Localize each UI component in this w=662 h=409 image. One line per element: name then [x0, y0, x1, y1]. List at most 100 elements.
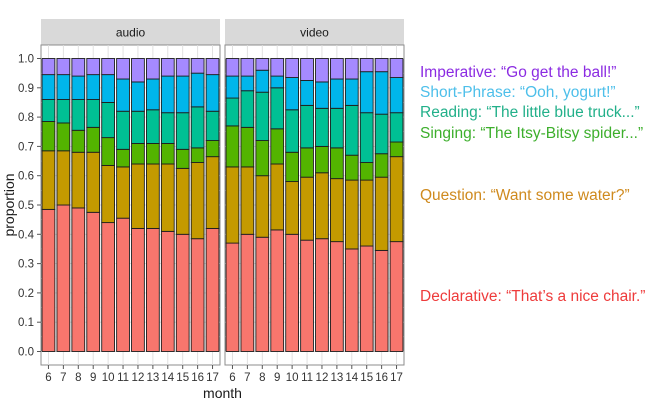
x-tick-label: 17 — [206, 372, 219, 384]
bar-segment — [344, 248, 359, 352]
bar-segment — [300, 176, 314, 241]
bar-segment — [71, 58, 86, 77]
bar-segment — [71, 207, 86, 352]
bar-segment — [374, 249, 389, 352]
x-tick-label: 9 — [274, 372, 280, 384]
legend-declarative: Declarative: “That’s a nice chair.” — [420, 288, 646, 305]
x-tick-label: 15 — [360, 372, 373, 384]
bar-segment — [285, 181, 299, 235]
y-tick-label: 0.9 — [18, 83, 34, 95]
bar-segment — [255, 91, 270, 141]
bar-segment — [359, 58, 374, 73]
bar-segment — [160, 163, 175, 232]
bar-segment — [255, 69, 270, 93]
y-tick-label: 1.0 — [18, 54, 34, 66]
bar-segment — [71, 151, 86, 209]
x-tick-label: 10 — [286, 372, 299, 384]
bar-segment — [131, 227, 145, 352]
bar-segment — [160, 58, 175, 77]
bar-segment — [270, 75, 285, 89]
bar-segment — [225, 75, 240, 99]
bar-segment — [131, 143, 145, 165]
bar-segment — [315, 58, 329, 83]
bar-segment — [175, 167, 190, 235]
x-tick-label: 6 — [229, 372, 235, 384]
x-tick-label: 15 — [176, 372, 189, 384]
bar-segment — [389, 141, 404, 158]
bar-segment — [374, 113, 389, 155]
bar-segment — [116, 78, 130, 112]
bar-segment — [86, 58, 101, 76]
bar-segment — [190, 238, 205, 352]
bar-segment — [160, 112, 175, 144]
bar-segment — [270, 87, 285, 130]
bar-segment — [374, 176, 389, 251]
bar-segment — [300, 80, 314, 106]
bar-segment — [101, 74, 115, 103]
bar-segment — [285, 58, 299, 78]
bar-segment — [175, 75, 190, 114]
x-tick-label: 16 — [191, 372, 204, 384]
bar-segment — [344, 154, 359, 181]
bar-segment — [190, 106, 205, 149]
bar-segment — [101, 101, 115, 139]
bar-segment — [131, 81, 145, 112]
bar-segment — [146, 227, 160, 352]
bar-segment — [175, 112, 190, 150]
bar-segment — [146, 109, 160, 144]
bar-segment — [389, 112, 404, 143]
bar-segment — [240, 166, 255, 235]
x-tick-label: 11 — [117, 372, 129, 384]
bar-segment — [146, 143, 160, 165]
bar-segment — [225, 242, 240, 352]
y-tick-label: 0.4 — [18, 229, 35, 241]
bar-segment — [359, 245, 374, 352]
x-tick-label: 8 — [259, 372, 265, 384]
x-tick-label: 13 — [146, 372, 159, 384]
bar-segment — [359, 71, 374, 114]
x-tick-label: 7 — [60, 372, 66, 384]
bar-segment — [359, 112, 374, 163]
x-tick-label: 8 — [75, 372, 81, 384]
bar-segment — [205, 58, 220, 76]
bar-segment — [71, 99, 86, 131]
bar-segment — [285, 77, 299, 111]
bar-segment — [255, 236, 270, 352]
bar-segment — [86, 74, 101, 100]
bar-segment — [56, 150, 71, 206]
panel-strip-label: video — [300, 26, 329, 40]
bar-segment — [41, 74, 56, 100]
bar-segment — [285, 109, 299, 153]
y-axis-title: proportion — [1, 173, 17, 236]
bar-segment — [359, 179, 374, 247]
x-tick-label: 12 — [316, 372, 329, 384]
bar-segment — [205, 74, 220, 112]
y-tick-label: 0.5 — [18, 200, 34, 212]
bar-segment — [359, 162, 374, 181]
bar-segment — [330, 178, 344, 243]
bar-segment — [190, 72, 205, 108]
bar-segment — [344, 104, 359, 156]
bar-segment — [270, 229, 285, 352]
bar-segment — [330, 78, 344, 109]
y-tick-label: 0.0 — [18, 347, 34, 359]
panel-strip — [225, 19, 404, 45]
bar-segment — [344, 179, 359, 250]
x-tick-label: 12 — [132, 372, 145, 384]
bar-segment — [160, 143, 175, 165]
bar-segment — [374, 153, 389, 178]
bar-segment — [344, 58, 359, 80]
bar-segment — [56, 204, 71, 352]
bar-segment — [205, 140, 220, 158]
x-tick-label: 6 — [45, 372, 51, 384]
bar-segment — [330, 241, 344, 352]
bar-segment — [389, 77, 404, 114]
bar-segment — [116, 148, 130, 168]
y-tick-label: 0.3 — [18, 259, 34, 271]
bar-segment — [225, 125, 240, 168]
bar-segment — [175, 148, 190, 169]
bar-segment — [225, 58, 240, 77]
x-tick-label: 10 — [102, 372, 115, 384]
panel-strip-label: audio — [116, 26, 146, 40]
bar-segment — [389, 156, 404, 243]
